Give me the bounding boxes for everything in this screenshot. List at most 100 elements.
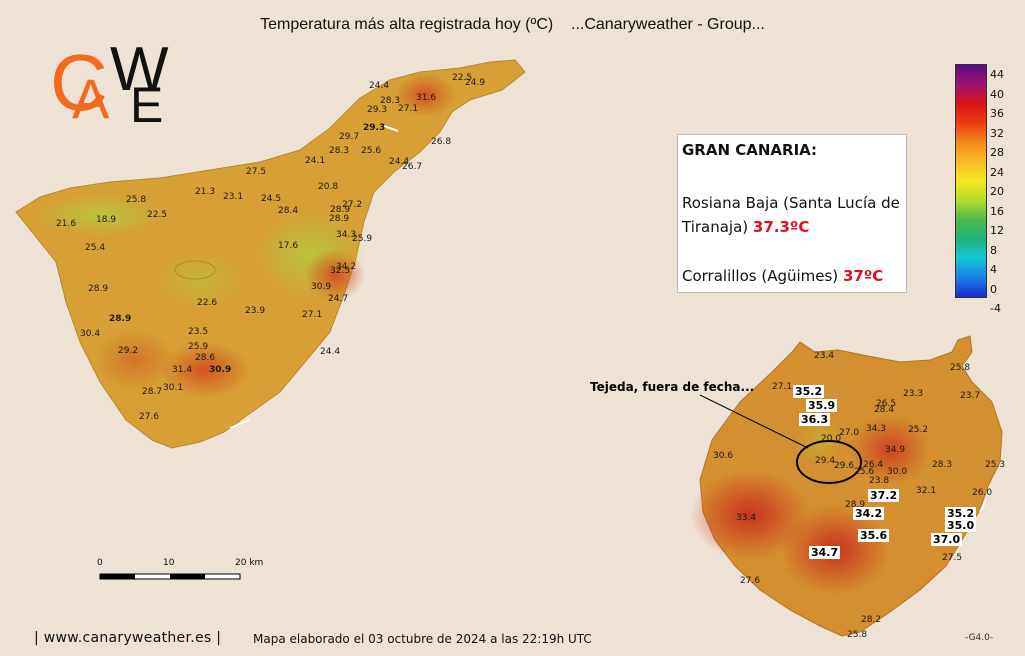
temp-label: 28.4 [278,206,299,216]
scale-label-0: 0 [97,558,103,568]
temp-label: 23.3 [903,389,924,399]
temp-label-highlight: 37.0 [931,533,963,546]
temp-label: 22.5 [452,73,473,83]
legend-tick-label: 12 [990,224,1004,237]
temp-label: 28.4 [874,405,895,415]
temp-label: 26.5 [876,399,897,409]
temp-label: 25.8 [847,630,868,640]
teide-crater [174,260,216,280]
temp-label: 28.9 [330,205,351,215]
temp-label: 31.6 [416,93,437,103]
info-station-2-name: Corralillos (Agüimes) [682,267,839,285]
temp-label: 22.6 [197,298,218,308]
temp-label: 25.8 [950,363,971,373]
temp-label: 28.9 [329,214,350,224]
scale-label-20: 20 km [235,558,264,568]
temp-label: 28.2 [861,615,882,625]
temp-label: 18.9 [96,215,117,225]
temp-label: 25.8 [126,195,147,205]
temp-label: 34.3 [336,230,357,240]
temp-label: 30.9 [209,365,232,375]
temp-label: 24.4 [369,81,390,91]
temp-label: 27.0 [839,428,860,438]
temp-label: 24.9 [465,78,486,88]
temp-label: 29.4 [815,456,836,466]
legend-tick-label: 44 [990,68,1004,81]
scale-label-10: 10 [163,558,175,568]
tenerife-airport-north [383,125,399,132]
legend-tick-label: 24 [990,165,1004,179]
info-station-1: Rosiana Baja (Santa Lucía de Tiranaja) 3… [682,191,904,239]
temp-label: 34.3 [866,424,887,434]
gc-airport [979,499,987,513]
tejeda-annotation: Tejeda, fuera de fecha... [590,380,755,394]
temp-label: 28.3 [329,146,350,156]
gran-canaria-info-box: GRAN CANARIA: Rosiana Baja (Santa Lucía … [677,134,907,293]
temp-label-highlight: 35.2 [793,385,825,398]
temp-label: 17.6 [278,241,299,251]
legend-tick-label: 8 [990,243,997,257]
legend-tick-label: 16 [990,204,1004,218]
temp-label: 22.5 [147,210,168,220]
temp-label: 23.9 [245,306,266,316]
info-station-1-name: Rosiana Baja (Santa Lucía de Tiranaja) [682,194,900,236]
temp-label: 28.9 [109,314,132,324]
legend-tick-label: 20 [990,185,1004,198]
temp-label: 33.4 [736,513,757,523]
info-heading: GRAN CANARIA: [682,141,818,159]
tenerife-island [15,59,526,449]
temp-label: 23.7 [960,391,981,401]
temp-label-highlight: 35.0 [945,519,977,532]
temp-label-highlight: 37.2 [868,489,900,502]
temp-label: 20.8 [318,182,339,192]
temp-label: 32.1 [916,486,937,496]
temperature-legend-bar [955,64,987,298]
legend-tick-label: 40 [990,87,1004,101]
legend-tick-label: 36 [990,107,1004,120]
temp-label: 30.9 [311,282,332,292]
footer-website: | www.canaryweather.es | [34,630,222,646]
temp-label: 30.1 [163,383,184,393]
temp-label: 24.4 [389,157,410,167]
temp-label-highlight: 35.2 [945,507,977,520]
temp-label: 28.9 [845,500,866,510]
temp-label: 27.5 [246,167,267,177]
temp-label: 27.6 [740,576,761,586]
temp-label: 28.9 [88,284,109,294]
temp-label: 24.5 [261,194,282,204]
footer-timestamp: Mapa elaborado el 03 octubre de 2024 a l… [253,632,592,646]
temp-label: 27.1 [772,382,793,392]
info-station-2: Corralillos (Agüimes) 37ºC [682,267,883,285]
temp-label: 34.9 [885,445,906,455]
info-station-1-temp: 37.3ºC [752,218,810,236]
logo-letter-c: C [50,38,108,124]
temp-label: 26.0 [972,488,993,498]
tejeda-pointer [699,394,809,449]
temp-label: 27.2 [342,200,363,210]
canaryweather-logo: C A W E [50,35,169,124]
temp-label: 34.2 [336,262,357,272]
temp-label: 24.1 [305,156,326,166]
temp-label: 26.8 [431,137,452,147]
temp-label: 29.6 [834,461,855,471]
temp-label-highlight: 35.6 [858,529,890,542]
temp-label: 30.0 [887,467,908,477]
temp-label: 26.7 [402,162,423,172]
temp-label: 27.1 [398,104,419,114]
temp-label: 23.5 [188,327,209,337]
logo-letter-a: A [72,67,110,124]
info-station-2-temp: 37ºC [842,267,884,285]
temp-label: 28.6 [195,353,216,363]
temp-label-highlight: 34.2 [853,507,885,520]
gran-canaria-island [690,335,1003,637]
temp-label: 25.6 [854,467,875,477]
tenerife-airport-south [229,419,251,429]
temp-label: 27.6 [139,412,160,422]
temp-label: 25.4 [85,243,106,253]
temp-label: 27.1 [302,310,323,320]
temp-label: 24.4 [320,347,341,357]
footer-version: -G4.0- [965,633,994,643]
legend-tick-label: 0 [990,282,997,296]
temp-label: 26.4 [863,460,884,470]
